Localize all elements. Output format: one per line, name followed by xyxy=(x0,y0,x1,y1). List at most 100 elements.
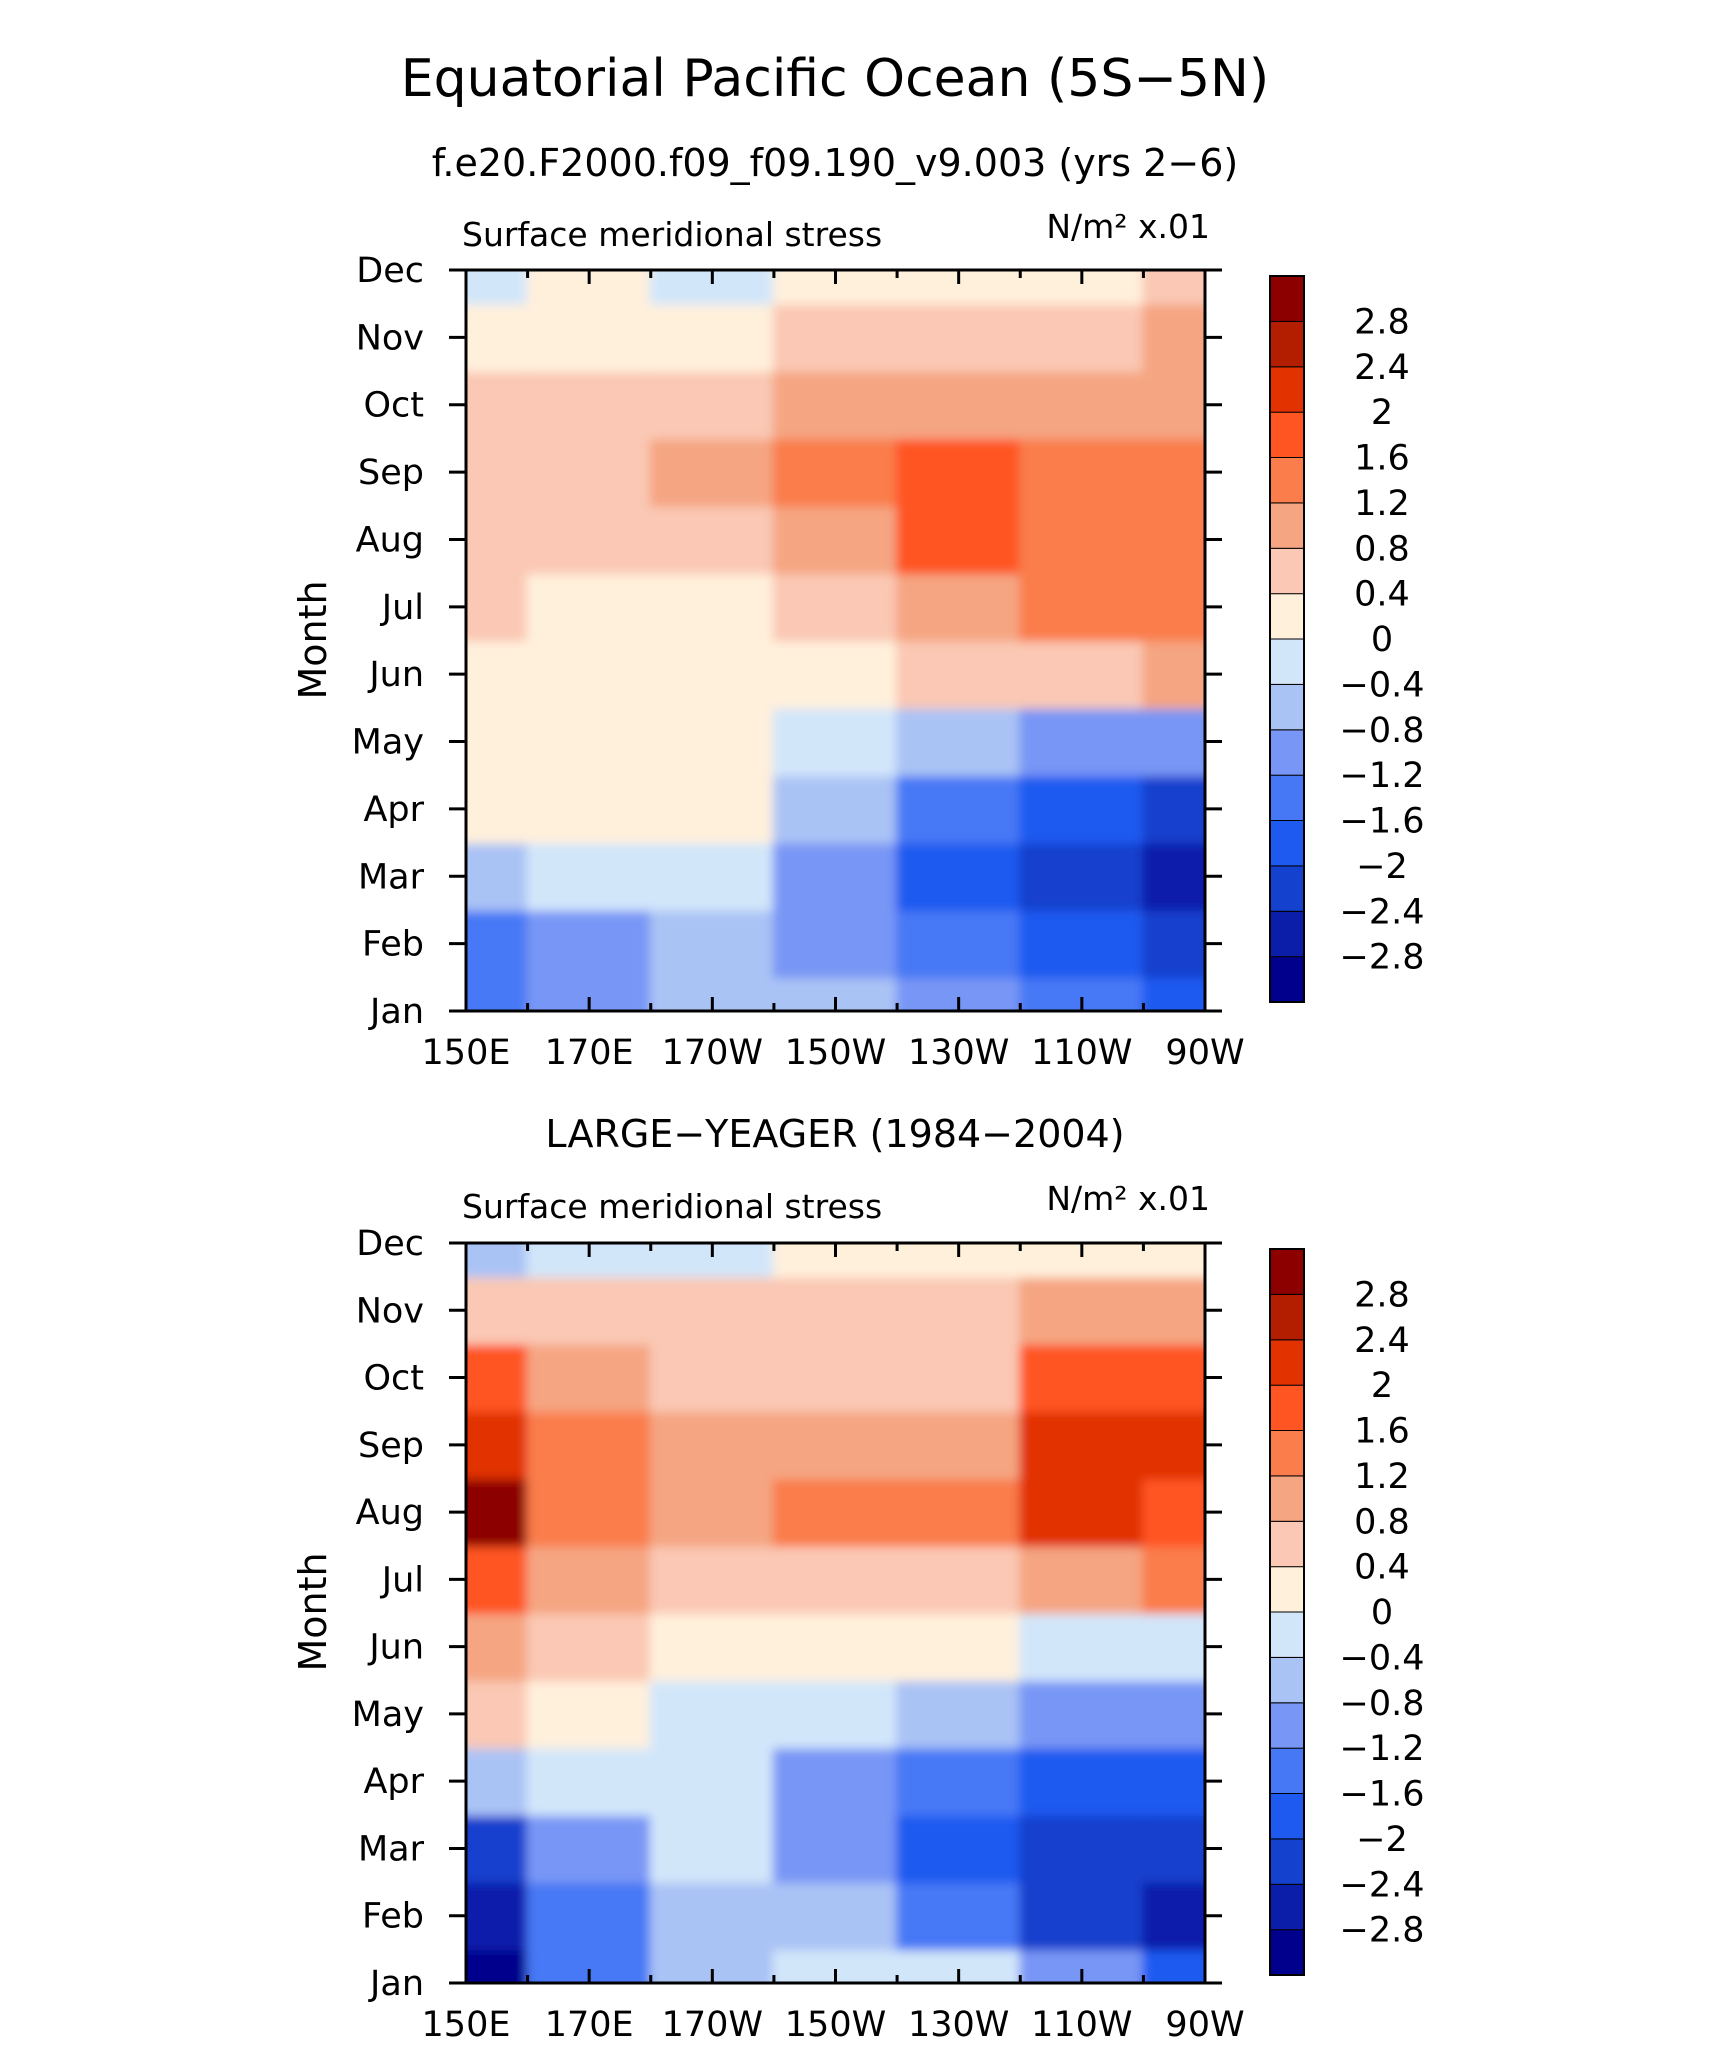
heatmap-cell xyxy=(649,437,775,507)
colorbar-swatch xyxy=(1269,1929,1305,1976)
heatmap-cell xyxy=(772,841,899,911)
heatmap-cell xyxy=(649,302,775,373)
heatmap-cell xyxy=(526,1746,652,1816)
heatmap-cell xyxy=(896,572,1022,642)
y-tick-label: Oct xyxy=(363,386,424,426)
colorbar-swatch xyxy=(1269,820,1305,867)
heatmap-cell xyxy=(772,1410,899,1480)
x-tick-label: 90W xyxy=(1165,1033,1244,1073)
heatmap-cell xyxy=(649,1275,775,1345)
panel-1-colorbar: −2.8 −2.4 −2 −1.6 −1.2 −0.8 −0.4 0 0.4 0.8 1.2 1.6 2… xyxy=(1269,275,1425,1003)
heatmap-cell xyxy=(1142,1342,1205,1413)
heatmap-cell xyxy=(1142,1544,1205,1614)
heatmap-cell xyxy=(772,1342,899,1413)
heatmap-cell xyxy=(1142,572,1205,642)
heatmap-cell xyxy=(1142,774,1205,844)
x-tick-label: 110W xyxy=(1031,1033,1132,1073)
heatmap-cell xyxy=(1019,302,1145,373)
heatmap-cell xyxy=(1142,909,1205,979)
heatmap-cell xyxy=(1019,909,1145,979)
colorbar-label: −1.2 xyxy=(1340,756,1425,796)
heatmap-cell xyxy=(772,1544,899,1614)
panel-2-title: LARGE−YEAGER (1984−2004) xyxy=(545,1112,1124,1156)
y-tick-label: Jul xyxy=(380,1560,424,1600)
heatmap-cell xyxy=(526,1612,652,1682)
colorbar-label: −2 xyxy=(1356,1820,1408,1860)
heatmap-cell xyxy=(649,370,775,440)
colorbar-label: −0.8 xyxy=(1340,711,1425,751)
colorbar-label: 1.2 xyxy=(1354,1457,1410,1497)
heatmap-cell xyxy=(772,1477,899,1547)
heatmap-cell xyxy=(1142,1275,1205,1345)
heatmap-cell xyxy=(466,302,529,373)
y-tick-label: Jan xyxy=(368,992,424,1032)
colorbar-swatch xyxy=(1269,1838,1305,1885)
heatmap-cell xyxy=(526,1342,652,1413)
panel-2-y-tick-labels: Jan Feb Mar Apr May Jun Jul Aug Sep Oct Nov Dec xyxy=(352,1224,425,2004)
heatmap-cell xyxy=(896,841,1022,911)
heatmap-cell xyxy=(466,270,529,305)
heatmap-cell xyxy=(526,639,652,709)
heatmap-cell xyxy=(649,1813,775,1884)
colorbar-swatch xyxy=(1269,1566,1305,1613)
heatmap-cell xyxy=(649,1342,775,1413)
colorbar-label: 0.4 xyxy=(1354,575,1410,615)
panel-2: LARGE−YEAGER (1984−2004) Surface meridio… xyxy=(291,1112,1425,2045)
colorbar-swatch xyxy=(1269,1793,1305,1840)
x-tick-label: 150E xyxy=(422,2005,511,2045)
y-tick-label: Apr xyxy=(363,1762,424,1802)
heatmap-cell xyxy=(1142,1612,1205,1682)
heatmap-cell xyxy=(466,841,529,911)
heatmap-cell xyxy=(1019,1410,1145,1480)
colorbar-swatch xyxy=(1269,1520,1305,1568)
colorbar-label: −1.6 xyxy=(1340,802,1425,842)
y-tick-label: Aug xyxy=(356,1493,424,1533)
heatmap-cell xyxy=(896,706,1022,777)
y-tick-label: Apr xyxy=(363,790,424,830)
colorbar-swatch xyxy=(1269,774,1305,821)
colorbar-label: 2 xyxy=(1371,393,1393,433)
panel-2-y-axis-label: Month xyxy=(291,1552,335,1671)
heatmap-cell xyxy=(466,1881,529,1951)
heatmap-cell xyxy=(1019,841,1145,911)
panel-1-units-label: N/m² x.01 xyxy=(1046,207,1210,246)
heatmap-cell xyxy=(1019,1544,1145,1614)
panel-1-field xyxy=(466,270,1205,1011)
heatmap-cell xyxy=(772,639,899,709)
heatmap-cell xyxy=(526,1881,652,1951)
heatmap-cell xyxy=(649,774,775,844)
colorbar-swatch xyxy=(1269,1747,1305,1794)
colorbar-label: 0.8 xyxy=(1354,1502,1410,1542)
colorbar-label: 1.2 xyxy=(1354,484,1410,524)
heatmap-cell xyxy=(1019,1746,1145,1816)
y-tick-label: Jun xyxy=(367,1628,424,1668)
colorbar-label: −1.6 xyxy=(1340,1775,1425,1815)
colorbar-swatch xyxy=(1269,638,1305,685)
panel-1-x-tick-labels: 150E 170E 170W 150W 130W 110W 90W xyxy=(422,1033,1245,1073)
heatmap-cell xyxy=(526,437,652,507)
heatmap-cell xyxy=(649,1746,775,1816)
heatmap-cell xyxy=(1019,1342,1145,1413)
colorbar-label: 0.4 xyxy=(1354,1548,1410,1588)
heatmap-cell xyxy=(526,1679,652,1749)
y-tick-label: Feb xyxy=(362,1897,424,1937)
y-tick-label: Nov xyxy=(356,318,424,358)
heatmap-cell xyxy=(896,1275,1022,1345)
y-tick-label: May xyxy=(352,1695,424,1735)
heatmap-cell xyxy=(466,1342,529,1413)
heatmap-cell xyxy=(772,370,899,440)
y-tick-label: Mar xyxy=(358,857,425,897)
heatmap-cell xyxy=(1019,1813,1145,1884)
y-tick-label: May xyxy=(352,723,424,763)
heatmap-cell xyxy=(896,1813,1022,1884)
heatmap-cell xyxy=(466,1477,529,1547)
heatmap-cell xyxy=(1142,437,1205,507)
heatmap-cell xyxy=(1019,1881,1145,1951)
panel-1-ticks xyxy=(449,268,1222,1013)
heatmap-cell xyxy=(772,1813,899,1884)
heatmap-cell xyxy=(1019,706,1145,777)
heatmap-cell xyxy=(466,774,529,844)
y-tick-label: Jul xyxy=(380,588,424,628)
heatmap-cell xyxy=(1142,370,1205,440)
